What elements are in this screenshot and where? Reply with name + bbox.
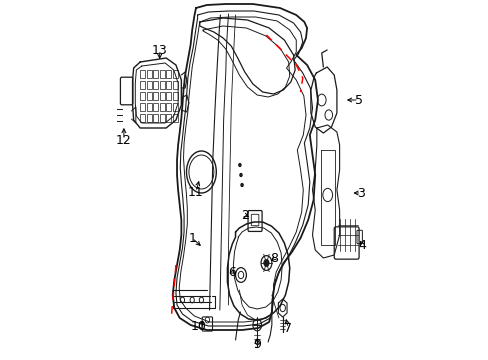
Text: 8: 8 [270, 252, 278, 265]
Text: 13: 13 [151, 44, 167, 57]
Bar [146, 92, 151, 100]
Bar [172, 103, 177, 111]
Bar [140, 81, 145, 89]
Bar [166, 81, 171, 89]
Bar [140, 103, 145, 111]
Bar [160, 92, 164, 100]
Text: 5: 5 [354, 94, 362, 107]
Bar [166, 92, 171, 100]
Bar [146, 70, 151, 78]
Text: 11: 11 [188, 185, 203, 198]
Bar [166, 114, 171, 122]
Bar [160, 114, 164, 122]
Text: 9: 9 [253, 338, 261, 351]
Bar [153, 92, 158, 100]
Circle shape [241, 184, 243, 186]
Text: 10: 10 [190, 320, 206, 333]
Text: 4: 4 [358, 239, 366, 252]
Bar [160, 70, 164, 78]
Circle shape [238, 163, 241, 166]
Bar [153, 70, 158, 78]
Text: 6: 6 [228, 266, 236, 279]
Bar [166, 103, 171, 111]
Bar [140, 92, 145, 100]
Bar [172, 92, 177, 100]
Bar [172, 114, 177, 122]
Bar [153, 114, 158, 122]
Bar [160, 103, 164, 111]
Bar [153, 103, 158, 111]
Bar [166, 70, 171, 78]
Bar [140, 70, 145, 78]
Text: 1: 1 [188, 231, 196, 244]
Bar [146, 103, 151, 111]
Bar [172, 81, 177, 89]
Circle shape [240, 174, 242, 176]
Bar [146, 114, 151, 122]
Text: 7: 7 [284, 321, 291, 334]
Text: 3: 3 [357, 186, 365, 199]
Text: 2: 2 [241, 208, 248, 221]
Circle shape [263, 259, 268, 267]
Bar [146, 81, 151, 89]
Bar [172, 70, 177, 78]
Bar [160, 81, 164, 89]
Bar [140, 114, 145, 122]
Bar [153, 81, 158, 89]
Text: 12: 12 [116, 134, 131, 147]
